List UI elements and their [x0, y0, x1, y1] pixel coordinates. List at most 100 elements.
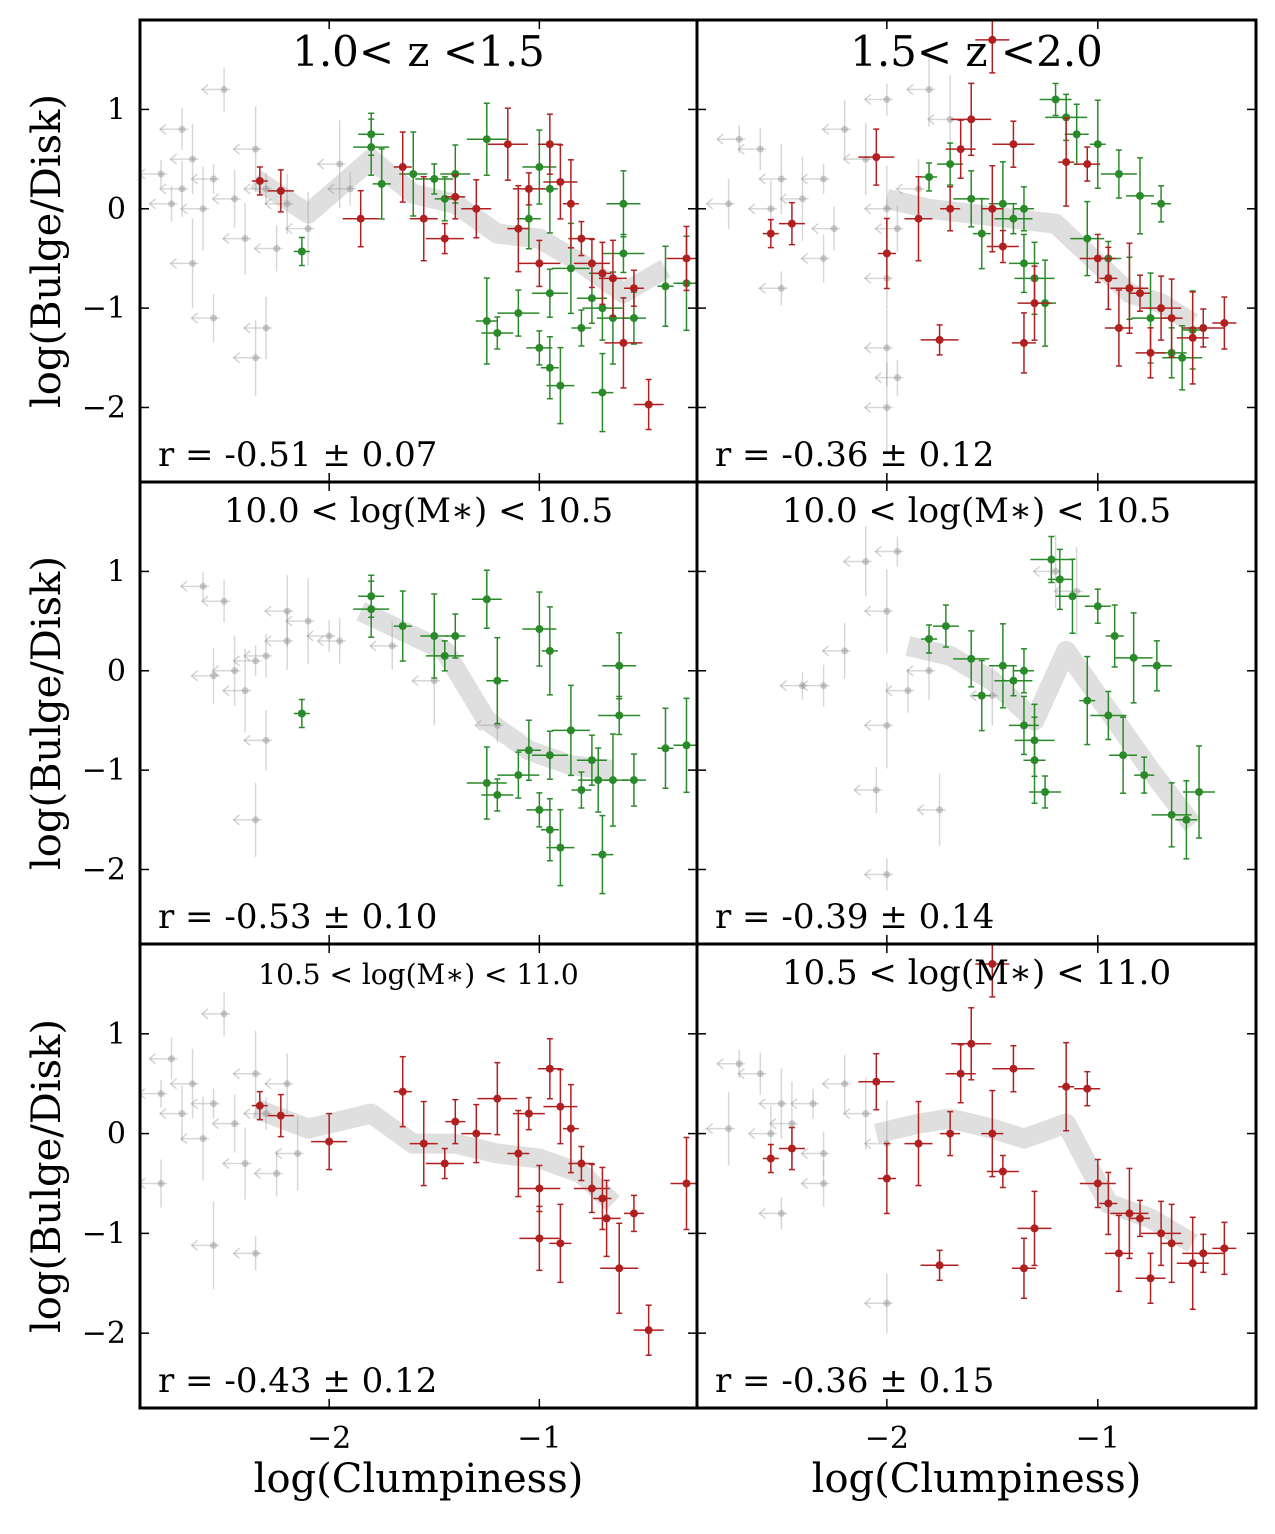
data-point — [1114, 612, 1153, 704]
x-tick-label: −2 — [865, 1421, 909, 1456]
data-point — [1011, 1237, 1036, 1300]
data-point — [1017, 265, 1052, 341]
data-point — [531, 730, 568, 780]
data-point — [1089, 99, 1106, 189]
trend-band — [884, 189, 1199, 332]
data-point — [1029, 775, 1062, 809]
data-point — [992, 120, 1035, 168]
data-point — [342, 189, 379, 248]
data-point — [477, 1061, 518, 1136]
data-point — [1110, 1167, 1149, 1260]
upper-limit-point — [232, 1236, 262, 1271]
data-point — [1110, 242, 1149, 335]
upper-limit-point — [874, 536, 904, 567]
series-green — [293, 102, 697, 433]
data-point — [1047, 548, 1072, 611]
data-point — [1105, 604, 1124, 668]
upper-limit-point — [874, 205, 904, 252]
data-point — [518, 1164, 561, 1213]
upper-limit-point — [758, 1197, 788, 1230]
correlation-label: r = -0.36 ± 0.15 — [715, 1361, 994, 1401]
data-point — [591, 352, 614, 433]
upper-limit-point — [758, 143, 788, 214]
data-point — [1079, 233, 1116, 284]
panel-title: 10.0 < log(M∗) < 10.5 — [782, 491, 1171, 531]
data-point — [877, 1142, 896, 1215]
data-point — [519, 1205, 560, 1272]
data-point — [526, 330, 553, 366]
upper-limit-point — [211, 169, 241, 228]
data-point — [466, 746, 507, 820]
upper-limit-point — [284, 191, 315, 266]
data-point — [445, 613, 466, 659]
series-gray-upper-limits — [140, 67, 357, 396]
upper-limit-point — [211, 1094, 241, 1153]
data-point — [434, 176, 455, 222]
panel-4: 10.0 < log(M∗) < 10.5 r = -0.39 ± 0.14 — [695, 480, 1258, 946]
y-tick-label: −2 — [82, 390, 126, 425]
data-point — [425, 222, 464, 255]
data-point — [576, 734, 607, 786]
upper-limit-point — [821, 1054, 851, 1113]
upper-limit-point — [140, 1079, 168, 1108]
x-tick-label: −1 — [517, 1421, 561, 1456]
data-point — [1013, 186, 1034, 232]
data-point — [937, 142, 964, 186]
data-point — [951, 82, 992, 157]
data-point — [546, 808, 575, 887]
upper-limit-point — [747, 1105, 777, 1162]
data-point — [311, 1112, 348, 1171]
upper-limit-point — [200, 991, 231, 1036]
data-point — [425, 1147, 464, 1180]
panel-frame — [695, 942, 1258, 1410]
panel-title: 1.5< z <2.0 — [850, 27, 1103, 76]
upper-limit-point — [747, 180, 777, 237]
upper-limit-point — [810, 206, 841, 251]
y-axis-title: log(Bulge/Disk) — [24, 556, 70, 870]
x-axis-title: log(Clumpiness) — [812, 1456, 1142, 1502]
upper-limit-point — [242, 710, 273, 771]
plot-area — [179, 569, 697, 895]
data-point — [1064, 103, 1089, 166]
data-point — [1030, 535, 1073, 584]
data-point — [481, 778, 514, 812]
data-point — [393, 590, 412, 662]
data-point — [778, 201, 805, 246]
series-gray-upper-limits — [705, 1049, 893, 1334]
series-red — [251, 107, 697, 431]
data-point — [251, 166, 268, 196]
data-point — [920, 324, 959, 356]
data-point — [540, 335, 559, 400]
upper-limit-point — [800, 664, 830, 707]
data-point — [425, 640, 464, 672]
upper-limit-point — [758, 271, 788, 306]
data-point — [975, 944, 1010, 998]
upper-limit-point — [821, 100, 851, 159]
trend-band — [905, 636, 1201, 831]
upper-limit-point — [190, 163, 220, 194]
data-point — [981, 165, 1004, 253]
upper-limit-point — [148, 1037, 178, 1080]
x-tick-label: −1 — [1076, 1421, 1120, 1456]
upper-limit-point — [842, 1077, 872, 1150]
data-point — [1162, 325, 1203, 391]
upper-limit-point — [274, 1116, 304, 1191]
data-point — [497, 289, 540, 337]
y-axis-title: log(Bulge/Disk) — [24, 1019, 70, 1333]
upper-limit-point — [242, 633, 273, 678]
data-point — [904, 175, 933, 262]
data-point — [1090, 690, 1127, 741]
data-point — [1160, 278, 1183, 358]
correlation-label: r = -0.36 ± 0.12 — [715, 435, 994, 475]
data-point — [1074, 1070, 1101, 1107]
series-red — [762, 20, 1237, 385]
series-gray-upper-limits — [179, 572, 504, 857]
upper-limit-point — [232, 319, 262, 396]
upper-limit-point — [800, 234, 830, 283]
upper-limit-point — [1053, 547, 1083, 636]
upper-limit-point — [863, 362, 893, 453]
data-point — [1011, 312, 1036, 374]
data-point — [1104, 1214, 1133, 1293]
upper-limit-point — [253, 1150, 283, 1197]
data-point — [522, 129, 557, 205]
